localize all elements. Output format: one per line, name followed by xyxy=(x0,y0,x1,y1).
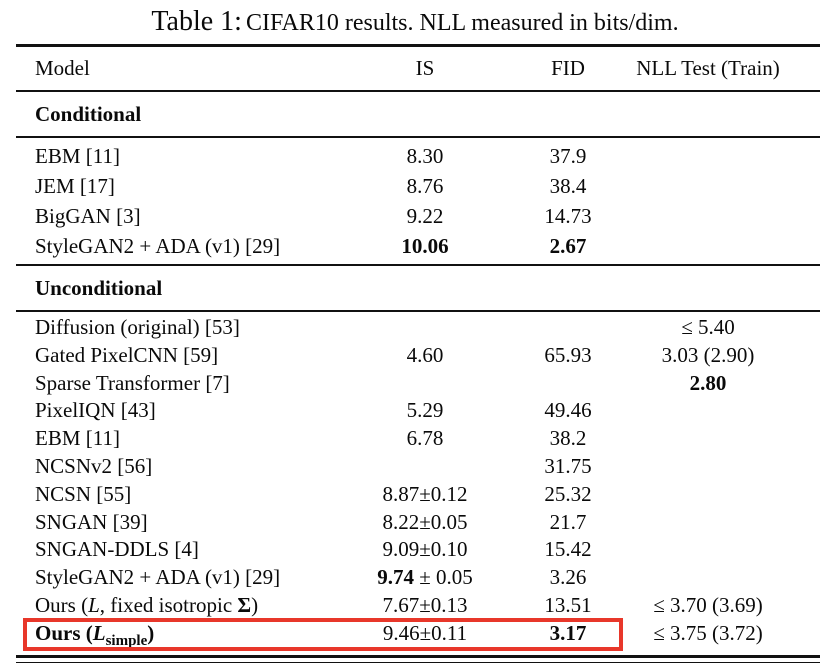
is-cell: 8.87±0.12 xyxy=(382,481,468,506)
model-text: ( xyxy=(80,620,93,645)
model-cell: StyleGAN2 + ADA (v1) [29] xyxy=(35,234,281,258)
fid-cell: 49.46 xyxy=(544,398,592,423)
table-row: EBM [11] 8.30 37.9 xyxy=(16,141,820,171)
model-cell: Sparse Transformer [7] xyxy=(35,370,230,395)
nll-cell: ≤ 3.75 (3.72) xyxy=(653,620,763,645)
nll-cell: ≤ 5.40 xyxy=(681,315,735,339)
conditional-rule xyxy=(16,136,820,138)
model-cell: Ours (Lsimple) xyxy=(16,620,346,649)
fid-cell: 15.42 xyxy=(544,537,592,562)
bottom-rule-thick xyxy=(16,654,820,658)
model-cell: Ours (L, fixed isotropic Σ) xyxy=(16,592,346,620)
model-text: , fixed isotropic xyxy=(99,592,238,617)
table-row: PixelIQN [43] 5.29 49.46 xyxy=(16,397,820,425)
section-unconditional-label: Unconditional xyxy=(35,275,163,300)
is-cell: 8.76 xyxy=(406,174,444,198)
model-cell: StyleGAN2 + ADA (v1) [29] xyxy=(35,565,281,590)
is-cell: 9.09±0.10 xyxy=(382,537,468,562)
fid-cell: 38.4 xyxy=(549,174,587,198)
section-unconditional: Unconditional xyxy=(16,266,820,310)
is-cell: 5.29 xyxy=(406,398,444,423)
model-cell: BigGAN [3] xyxy=(35,204,141,228)
conditional-rows: EBM [11] 8.30 37.9 JEM [17] 8.76 38.4 Bi… xyxy=(16,138,820,264)
is-cell: 9.74 ± 0.05 xyxy=(346,564,504,592)
section-conditional: Conditional xyxy=(16,92,820,136)
table-row: NCSNv2 [56] 31.75 xyxy=(16,453,820,481)
is-cell: 7.67±0.13 xyxy=(382,592,468,617)
header-nll: NLL Test (Train) xyxy=(636,56,780,80)
table-header-row: Model IS FID NLL Test (Train) xyxy=(16,47,820,90)
fid-cell: 2.67 xyxy=(549,234,587,258)
model-sigma-symbol: Σ xyxy=(237,592,252,617)
fid-cell: 31.75 xyxy=(544,453,592,478)
nll-cell: ≤ 3.70 (3.69) xyxy=(653,592,763,617)
header-rule xyxy=(16,90,820,92)
table-row: NCSN [55] 8.87±0.12 25.32 xyxy=(16,481,820,509)
model-loss-symbol: L xyxy=(88,592,100,617)
fid-cell: 3.26 xyxy=(549,565,587,590)
top-rule xyxy=(16,44,820,47)
model-cell: PixelIQN [43] xyxy=(35,398,156,423)
model-cell: Gated PixelCNN [59] xyxy=(35,342,219,367)
model-cell: JEM [17] xyxy=(35,174,115,198)
table-row: StyleGAN2 + ADA (v1) [29] 9.74 ± 0.05 3.… xyxy=(16,564,820,592)
table-row: Diffusion (original) [53] ≤ 5.40 xyxy=(16,314,820,342)
model-cell: SNGAN [39] xyxy=(35,509,148,534)
is-value-bold: 9.74 xyxy=(377,565,414,590)
table-row-ours-simple: Ours (Lsimple) 9.46±0.11 3.17 ≤ 3.75 (3.… xyxy=(16,620,820,649)
is-cell: 9.22 xyxy=(406,204,444,228)
model-text: Ours ( xyxy=(35,592,89,617)
is-cell: 6.78 xyxy=(406,426,444,451)
table-row: JEM [17] 8.76 38.4 xyxy=(16,171,820,201)
table-row: EBM [11] 6.78 38.2 xyxy=(16,425,820,453)
model-cell: EBM [11] xyxy=(35,144,120,168)
nll-cell: 3.03 (2.90) xyxy=(661,342,755,367)
fid-cell: 3.17 xyxy=(549,620,587,645)
table-row: SNGAN-DDLS [4] 9.09±0.10 15.42 xyxy=(16,536,820,564)
is-value-error: ± 0.05 xyxy=(413,565,473,590)
table-row: Ours (L, fixed isotropic Σ) 7.67±0.13 13… xyxy=(16,592,820,620)
model-text: Ours xyxy=(35,620,81,645)
fid-cell: 65.93 xyxy=(544,342,592,367)
fid-cell: 13.51 xyxy=(544,592,592,617)
header-model: Model xyxy=(35,56,90,80)
table-caption-text: CIFAR10 results. NLL measured in bits/di… xyxy=(245,10,679,36)
table-row: StyleGAN2 + ADA (v1) [29] 10.06 2.67 xyxy=(16,231,820,261)
model-loss-symbol: L xyxy=(92,620,106,645)
section-conditional-label: Conditional xyxy=(35,101,142,126)
model-cell: NCSN [55] xyxy=(35,481,132,506)
model-cell: SNGAN-DDLS [4] xyxy=(35,537,199,562)
is-cell: 8.30 xyxy=(406,144,444,168)
is-cell: 4.60 xyxy=(406,342,444,367)
table-caption: Table 1: CIFAR10 results. NLL measured i… xyxy=(0,2,830,46)
is-cell: 8.22±0.05 xyxy=(382,509,468,534)
model-loss-subscript: simple xyxy=(105,632,148,649)
table-row: SNGAN [39] 8.22±0.05 21.7 xyxy=(16,509,820,537)
header-is: IS xyxy=(415,56,435,80)
fid-cell: 21.7 xyxy=(549,509,587,534)
model-text: ) xyxy=(251,592,259,617)
model-text: ) xyxy=(147,620,155,645)
model-cell: EBM [11] xyxy=(35,426,120,451)
table-caption-label: Table 1: xyxy=(151,6,242,37)
table-row: Gated PixelCNN [59] 4.60 65.93 3.03 (2.9… xyxy=(16,342,820,370)
model-cell: NCSNv2 [56] xyxy=(35,453,153,478)
results-table: Model IS FID NLL Test (Train) Conditiona… xyxy=(16,44,820,664)
table-row: BigGAN [3] 9.22 14.73 xyxy=(16,201,820,231)
nll-cell: 2.80 xyxy=(689,370,727,395)
unconditional-rows: Diffusion (original) [53] ≤ 5.40 Gated P… xyxy=(16,312,820,648)
is-cell: 9.46±0.11 xyxy=(382,620,468,645)
bottom-rule-thin xyxy=(16,661,820,664)
section-divider-rule xyxy=(16,264,820,266)
unconditional-rule xyxy=(16,310,820,312)
fid-cell: 38.2 xyxy=(549,426,587,451)
fid-cell: 25.32 xyxy=(544,481,592,506)
header-fid: FID xyxy=(551,56,585,80)
fid-cell: 37.9 xyxy=(549,144,587,168)
table-row: Sparse Transformer [7] 2.80 xyxy=(16,370,820,398)
is-cell: 10.06 xyxy=(401,234,449,258)
model-cell: Diffusion (original) [53] xyxy=(35,315,240,339)
fid-cell: 14.73 xyxy=(544,204,592,228)
